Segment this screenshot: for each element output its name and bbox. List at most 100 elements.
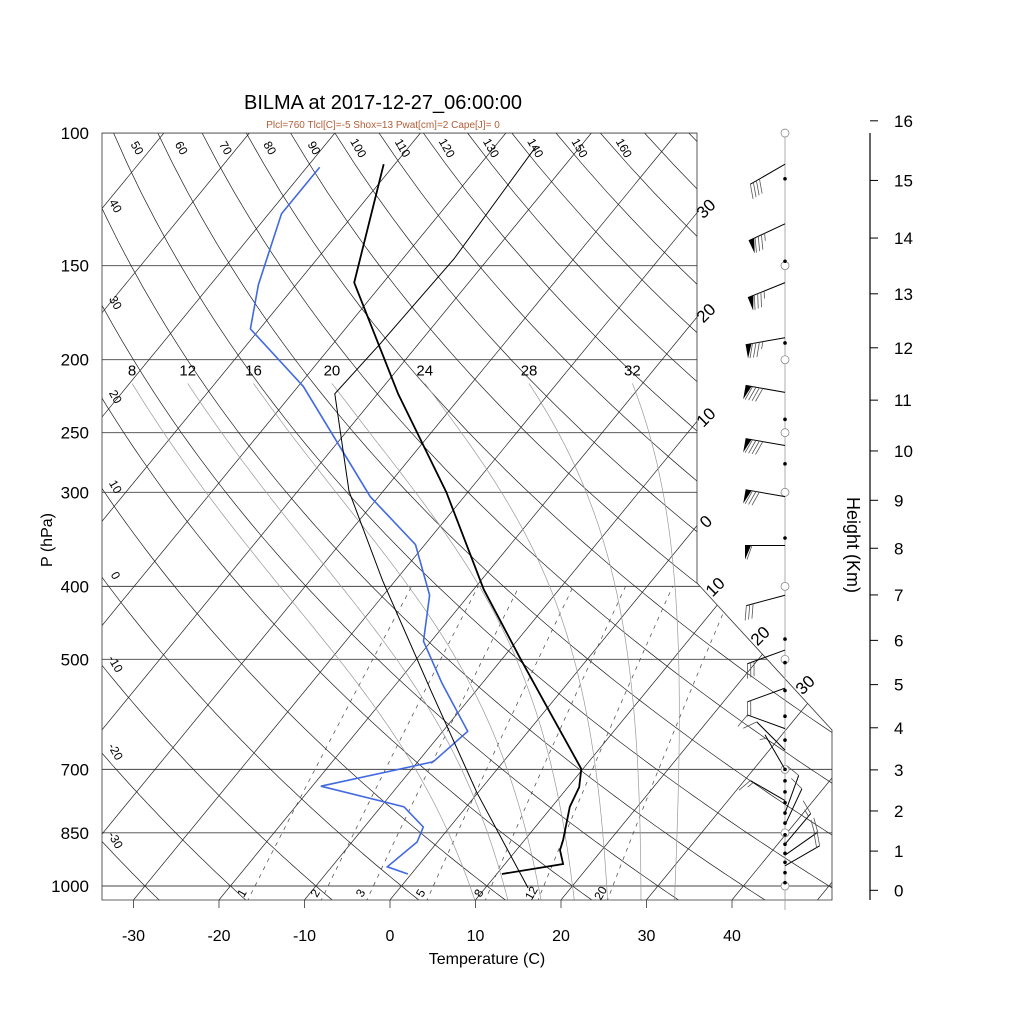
isotherm-line bbox=[102, 133, 507, 900]
wind-level-dot bbox=[783, 800, 787, 805]
mixing-ratio-label: 8 bbox=[471, 886, 487, 899]
barb-staff bbox=[784, 788, 803, 826]
barb-staff bbox=[784, 813, 812, 845]
wind-barb bbox=[784, 831, 821, 867]
barb-feather bbox=[744, 490, 753, 505]
wind-level-dot bbox=[783, 880, 787, 885]
moist-adiabat-label: 12 bbox=[179, 362, 196, 379]
height-tick-label: 3 bbox=[894, 761, 903, 780]
isotherm-label: 30 bbox=[792, 672, 819, 699]
pressure-tick-label: 700 bbox=[61, 760, 89, 779]
height-tick-label: 2 bbox=[894, 802, 903, 821]
mixing-ratio-label: 3 bbox=[353, 886, 369, 899]
mixing-ratio-line bbox=[484, 586, 626, 900]
barb-feather bbox=[743, 721, 757, 729]
moist-adiabat-line bbox=[632, 383, 680, 900]
wind-barb bbox=[784, 765, 800, 814]
pressure-tick-label: 850 bbox=[61, 824, 89, 843]
dry-adiabat-label: 120 bbox=[436, 136, 458, 161]
wind-barb bbox=[738, 780, 786, 801]
barb-feather bbox=[816, 831, 821, 846]
y-axis-title: P (hPa) bbox=[39, 513, 56, 567]
pressure-tick-label: 1000 bbox=[51, 877, 89, 896]
barb-feather bbox=[751, 491, 760, 506]
chart-subtitle: Plcl=760 Tlcl[C]=-5 Shox=13 Pwat[cm]=2 C… bbox=[266, 120, 500, 131]
dry-adiabat-line bbox=[102, 133, 162, 900]
dry-adiabat-line bbox=[0, 133, 74, 902]
height-tick-label: 16 bbox=[894, 112, 913, 131]
barb-staff bbox=[756, 721, 786, 751]
wind-level-dot bbox=[783, 738, 787, 742]
dry-adiabat-line bbox=[555, 133, 832, 900]
mixing-ratio-label: 1 bbox=[234, 886, 250, 899]
mixing-ratio-line bbox=[425, 586, 574, 900]
pressure-tick-label: 400 bbox=[61, 577, 89, 596]
barb-feather bbox=[744, 386, 753, 400]
wind-level-dot bbox=[783, 714, 787, 719]
barb-staff bbox=[784, 775, 800, 814]
temperature-tick-label: -10 bbox=[293, 928, 316, 945]
isotherm-line bbox=[646, 133, 832, 900]
wind-level-dot bbox=[783, 870, 787, 875]
wind-level-dot bbox=[783, 660, 787, 665]
height-tick-label: 10 bbox=[894, 442, 913, 461]
barb-pennant bbox=[748, 238, 755, 254]
temperature-tick-label: 20 bbox=[552, 928, 570, 945]
wind-barb bbox=[749, 163, 786, 199]
wind-barb bbox=[743, 721, 786, 751]
moist-adiabat-label: 24 bbox=[416, 362, 433, 379]
dry-adiabat-label: 30 bbox=[106, 293, 125, 312]
height-tick-label: 6 bbox=[894, 631, 903, 650]
wind-level-dot bbox=[783, 637, 787, 641]
temperature-tick-label: 0 bbox=[386, 928, 395, 945]
isotherm-label: 20 bbox=[747, 623, 774, 650]
barb-feather bbox=[751, 387, 760, 401]
pressure-tick-label: 200 bbox=[61, 351, 89, 370]
barb-half-feather bbox=[761, 341, 764, 350]
dry-adiabat-label: 10 bbox=[106, 478, 125, 497]
y2-axis-title: Height (Km) bbox=[843, 497, 863, 593]
height-tick-label: 8 bbox=[894, 539, 903, 558]
barb-staff bbox=[747, 282, 786, 299]
wind-barb bbox=[784, 778, 803, 826]
dry-adiabat-line bbox=[600, 133, 832, 900]
dry-adiabat-line bbox=[467, 133, 832, 900]
barb-feather bbox=[748, 387, 757, 401]
isotherm-line bbox=[102, 133, 421, 900]
barb-feather bbox=[748, 440, 757, 454]
isotherm-line bbox=[102, 133, 250, 900]
barb-feather bbox=[813, 832, 818, 848]
isotherm-line bbox=[102, 133, 592, 900]
pressure-tick-label: 250 bbox=[61, 424, 89, 443]
x-axis-title: Temperature (C) bbox=[429, 951, 545, 968]
barb-feather bbox=[757, 236, 761, 252]
barb-staff bbox=[747, 687, 786, 703]
barb-pennant bbox=[747, 295, 754, 311]
dry-adiabat-line bbox=[102, 133, 682, 900]
dry-adiabat-line bbox=[113, 133, 832, 900]
barb-pennant bbox=[743, 438, 752, 453]
barb-feather bbox=[752, 182, 757, 198]
pressure-tick-label: 300 bbox=[61, 483, 89, 502]
barb-feather bbox=[786, 765, 799, 776]
height-tick-label: 1 bbox=[894, 842, 903, 861]
dry-adiabat-label: 160 bbox=[613, 136, 635, 161]
dry-adiabat-line bbox=[102, 133, 249, 900]
dry-adiabat-line bbox=[290, 133, 832, 900]
wind-barb bbox=[784, 800, 812, 845]
isotherm-line bbox=[102, 133, 678, 900]
wind-barb bbox=[743, 384, 786, 402]
moist-adiabat-line bbox=[131, 383, 476, 900]
barb-half-feather bbox=[759, 737, 768, 740]
moist-adiabat-line bbox=[187, 383, 509, 900]
wind-level-dot bbox=[783, 688, 787, 693]
barb-staff bbox=[784, 845, 820, 867]
mixing-ratio-label: 12 bbox=[522, 884, 541, 903]
standard-level-circle bbox=[780, 581, 790, 591]
barb-feather bbox=[810, 819, 816, 835]
dry-adiabat-label: 40 bbox=[106, 197, 125, 216]
height-tick-label: 12 bbox=[894, 339, 913, 358]
barb-feather bbox=[756, 342, 760, 357]
temperature-line bbox=[353, 163, 583, 875]
mixing-ratio-line bbox=[365, 586, 520, 900]
